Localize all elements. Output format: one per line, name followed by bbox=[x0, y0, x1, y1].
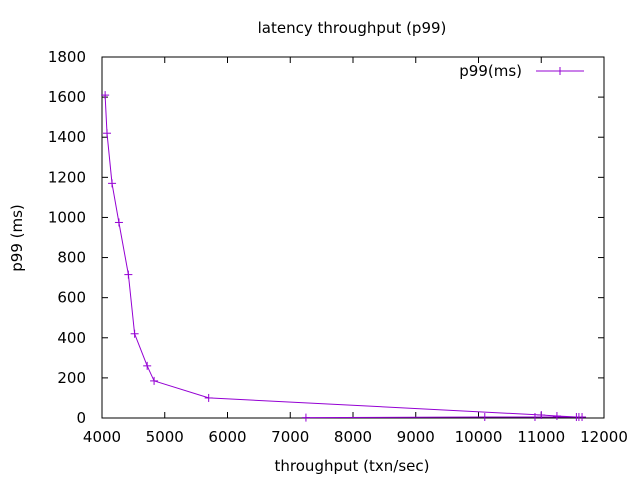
x-tick-label: 6000 bbox=[208, 428, 246, 446]
data-point-marker bbox=[552, 411, 561, 420]
y-tick-label: 1000 bbox=[48, 208, 86, 226]
x-tick-label: 10000 bbox=[455, 428, 503, 446]
x-tick-label: 8000 bbox=[334, 428, 372, 446]
x-tick-label: 9000 bbox=[397, 428, 435, 446]
y-tick-label: 1400 bbox=[48, 128, 86, 146]
data-point-marker bbox=[103, 129, 112, 138]
data-point-marker bbox=[108, 179, 117, 188]
legend: p99(ms) bbox=[459, 62, 584, 80]
x-tick-label: 7000 bbox=[271, 428, 309, 446]
y-tick-label: 800 bbox=[57, 249, 86, 267]
x-tick-label: 4000 bbox=[83, 428, 121, 446]
data-point-marker bbox=[537, 410, 546, 419]
data-point-marker bbox=[530, 412, 539, 421]
data-point-marker bbox=[143, 361, 152, 370]
x-tick-label: 12000 bbox=[580, 428, 628, 446]
x-axis-label: throughput (txn/sec) bbox=[275, 457, 430, 475]
y-tick-label: 600 bbox=[57, 289, 86, 307]
data-point-marker bbox=[114, 218, 123, 227]
y-axis-ticks: 0 200 400 600 800 1000 1200 1400 1600 1800 bbox=[48, 48, 604, 427]
data-point-marker bbox=[480, 412, 489, 421]
y-tick-label: 400 bbox=[57, 329, 86, 347]
data-point-marker bbox=[578, 412, 587, 421]
data-point-marker bbox=[204, 393, 213, 402]
y-tick-label: 1600 bbox=[48, 88, 86, 106]
chart-title: latency throughput (p99) bbox=[258, 19, 447, 37]
legend-label: p99(ms) bbox=[459, 62, 522, 80]
x-tick-label: 11000 bbox=[517, 428, 565, 446]
data-point-marker bbox=[101, 91, 110, 100]
y-tick-label: 200 bbox=[57, 369, 86, 387]
x-tick-label: 5000 bbox=[146, 428, 184, 446]
legend-marker-sample bbox=[556, 67, 564, 75]
y-axis-label: p99 (ms) bbox=[8, 204, 26, 272]
data-point-marker bbox=[130, 329, 139, 338]
y-tick-label: 0 bbox=[76, 409, 86, 427]
data-point-marker bbox=[124, 270, 133, 279]
y-tick-label: 1800 bbox=[48, 48, 86, 66]
data-point-marker bbox=[301, 413, 310, 422]
data-point-marker bbox=[150, 376, 159, 385]
y-tick-label: 1200 bbox=[48, 168, 86, 186]
series-layer bbox=[101, 91, 587, 422]
x-axis-ticks: 4000 5000 6000 7000 8000 9000 10000 11000 12000 bbox=[83, 57, 628, 446]
